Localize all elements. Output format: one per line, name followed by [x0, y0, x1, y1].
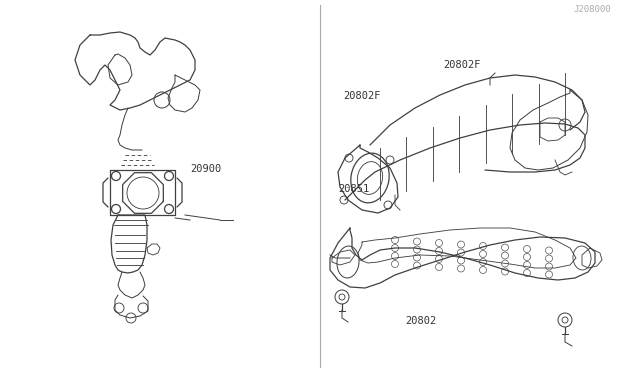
Text: 20802: 20802: [405, 316, 436, 326]
Text: 20802F: 20802F: [444, 60, 481, 70]
Text: 20851: 20851: [338, 184, 369, 194]
Text: 20802F: 20802F: [344, 91, 381, 101]
Text: J208000: J208000: [573, 5, 611, 14]
Text: 20900: 20900: [191, 164, 222, 174]
